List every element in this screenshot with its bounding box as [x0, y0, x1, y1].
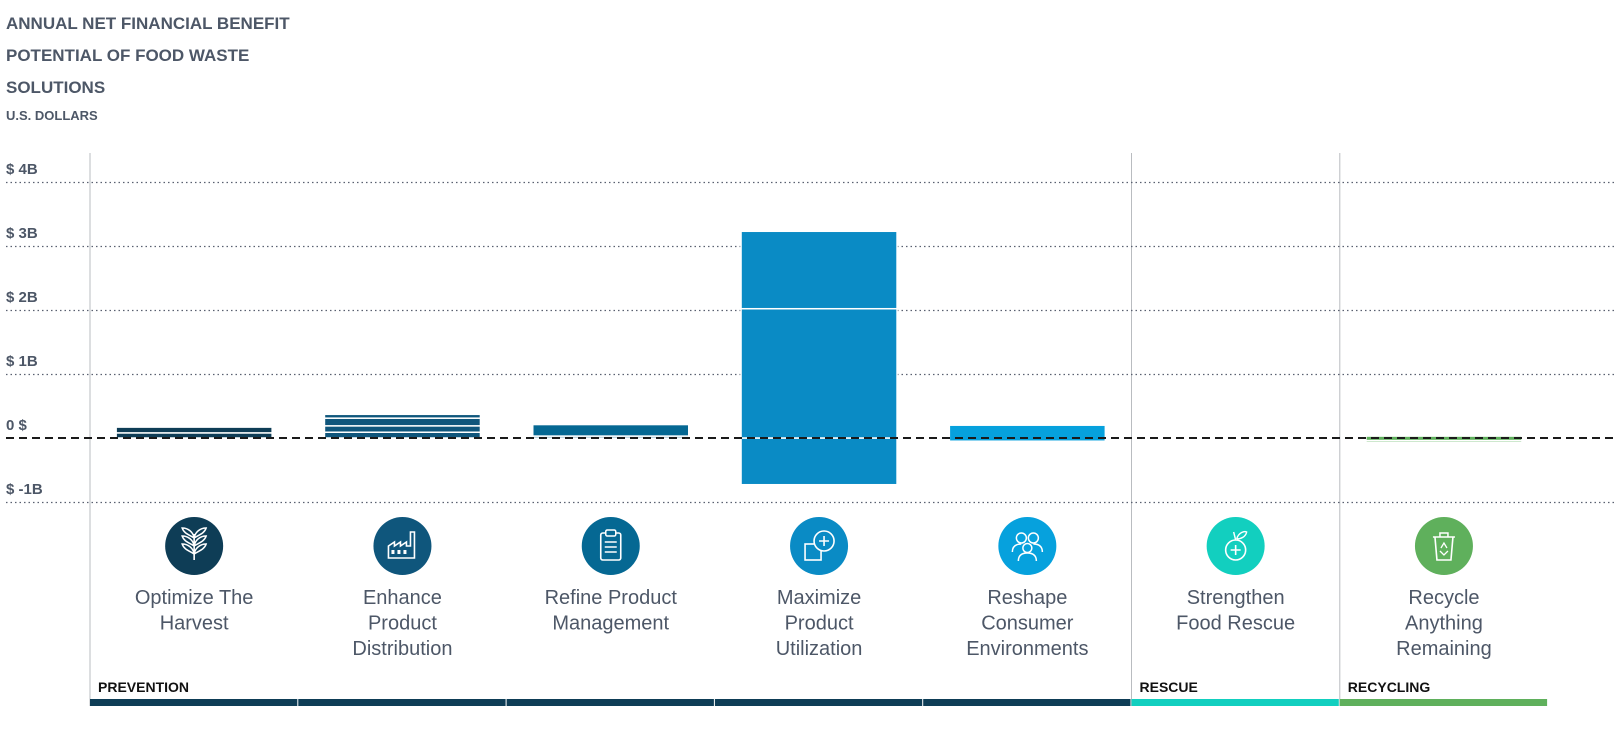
category-label-6-line-1: Anything [1405, 613, 1483, 635]
group-label-1: RESCUE [1140, 679, 1198, 695]
product-box [804, 543, 822, 561]
group-band-0-col-1 [298, 699, 506, 706]
category-icon-circle-1 [373, 517, 432, 575]
category-label-4-line-0: Reshape [987, 587, 1067, 609]
group-band-2-col-6 [1339, 699, 1548, 706]
category-label-3-line-1: Product [785, 613, 854, 635]
bin-recycle-arrows [1439, 541, 1449, 556]
people-icon [1011, 532, 1044, 562]
bin-outline [1432, 536, 1455, 561]
y-tick-label-1: $ 3B [6, 225, 38, 242]
person-body [1017, 552, 1038, 562]
chart-title-line-2: POTENTIAL OF FOOD WASTE [6, 46, 250, 65]
person-head-3 [1022, 542, 1033, 554]
category-label-0-line-1: Harvest [160, 613, 229, 635]
group-band-1-col-5 [1131, 699, 1339, 706]
chart-title-line-3: SOLUTIONS [6, 78, 106, 97]
category-label-0-line-0: Optimize The [135, 587, 254, 609]
apple-leaf [1235, 530, 1248, 540]
category-label-2-line-0: Refine Product [545, 587, 678, 609]
bar-0-segment-1 [115, 426, 273, 434]
wheat-leaf-r2 [193, 543, 208, 555]
category-label-6-line-2: Remaining [1396, 638, 1492, 660]
factory-window-2 [403, 550, 407, 554]
apple-plus-sign [1230, 545, 1241, 555]
bar-3-segment-2 [740, 230, 898, 310]
bar-1-segment-1 [323, 425, 482, 433]
category-icon-circle-6 [1414, 517, 1473, 575]
factory-window-1 [397, 550, 401, 554]
group-label-0: PREVENTION [98, 679, 189, 695]
category-label-1-line-0: Enhance [363, 587, 442, 609]
bar-2-segment-1 [532, 423, 690, 437]
product-plus-icon [804, 530, 835, 561]
person-head-2 [1027, 532, 1040, 544]
category-label-4-line-2: Environments [966, 638, 1088, 660]
bar-3-segment-0 [740, 437, 898, 486]
group-band-0-col-0 [90, 699, 298, 706]
category-label-1-line-2: Distribution [352, 638, 452, 660]
y-tick-label-3: $ 1B [6, 353, 38, 370]
bar-1-segment-2 [323, 417, 482, 427]
group-label-2: RECYCLING [1348, 679, 1431, 695]
bar-3-segment-1 [740, 307, 898, 439]
wheat-icon [181, 527, 208, 560]
group-band-0-col-3 [714, 699, 923, 706]
factory-outline [387, 531, 416, 559]
apple-plus-icon [1224, 530, 1248, 561]
factory-window-0 [391, 550, 395, 554]
apple-stem [1232, 531, 1237, 541]
recycle-bin-icon [1432, 532, 1455, 561]
clipboard-icon [599, 529, 622, 561]
category-label-6-line-0: Recycle [1408, 587, 1479, 609]
product-plus-sign [819, 536, 830, 546]
wheat-leaf-l1 [181, 535, 195, 547]
y-tick-label-2: $ 2B [6, 289, 38, 306]
person-head-1 [1015, 532, 1028, 544]
wheat-leaf-r0 [193, 527, 208, 539]
category-label-3-line-2: Utilization [776, 638, 863, 660]
category-label-5-line-1: Food Rescue [1176, 613, 1295, 635]
y-tick-label-5: $ -1B [6, 481, 43, 498]
y-tick-label-0: $ 4B [6, 161, 38, 178]
group-band-0-col-2 [506, 699, 714, 706]
category-label-1-line-1: Product [368, 613, 437, 635]
factory-icon [387, 531, 416, 559]
person-shoulders [1011, 543, 1044, 553]
chart-unit-label: U.S. DOLLARS [6, 108, 98, 123]
chart-title-block: ANNUAL NET FINANCIAL BENEFIT POTENTIAL O… [6, 8, 290, 123]
wheat-leaf-l0 [181, 527, 195, 539]
chart-title-line-1: ANNUAL NET FINANCIAL BENEFIT [6, 14, 290, 33]
wheat-leaf-l2 [181, 543, 195, 555]
category-label-5-line-0: Strengthen [1187, 587, 1285, 609]
category-label-4-line-1: Consumer [981, 613, 1074, 635]
clipboard-clip [605, 529, 617, 537]
bar-1-segment-3 [323, 413, 482, 419]
bin-handle [1439, 532, 1449, 537]
category-label-3-line-0: Maximize [777, 587, 861, 609]
y-tick-label-4: 0 $ [6, 417, 28, 434]
wheat-leaf-r1 [193, 535, 208, 547]
category-icon-circle-2 [581, 517, 640, 575]
category-label-2-line-1: Management [552, 613, 669, 635]
group-band-0-col-4 [923, 699, 1131, 706]
